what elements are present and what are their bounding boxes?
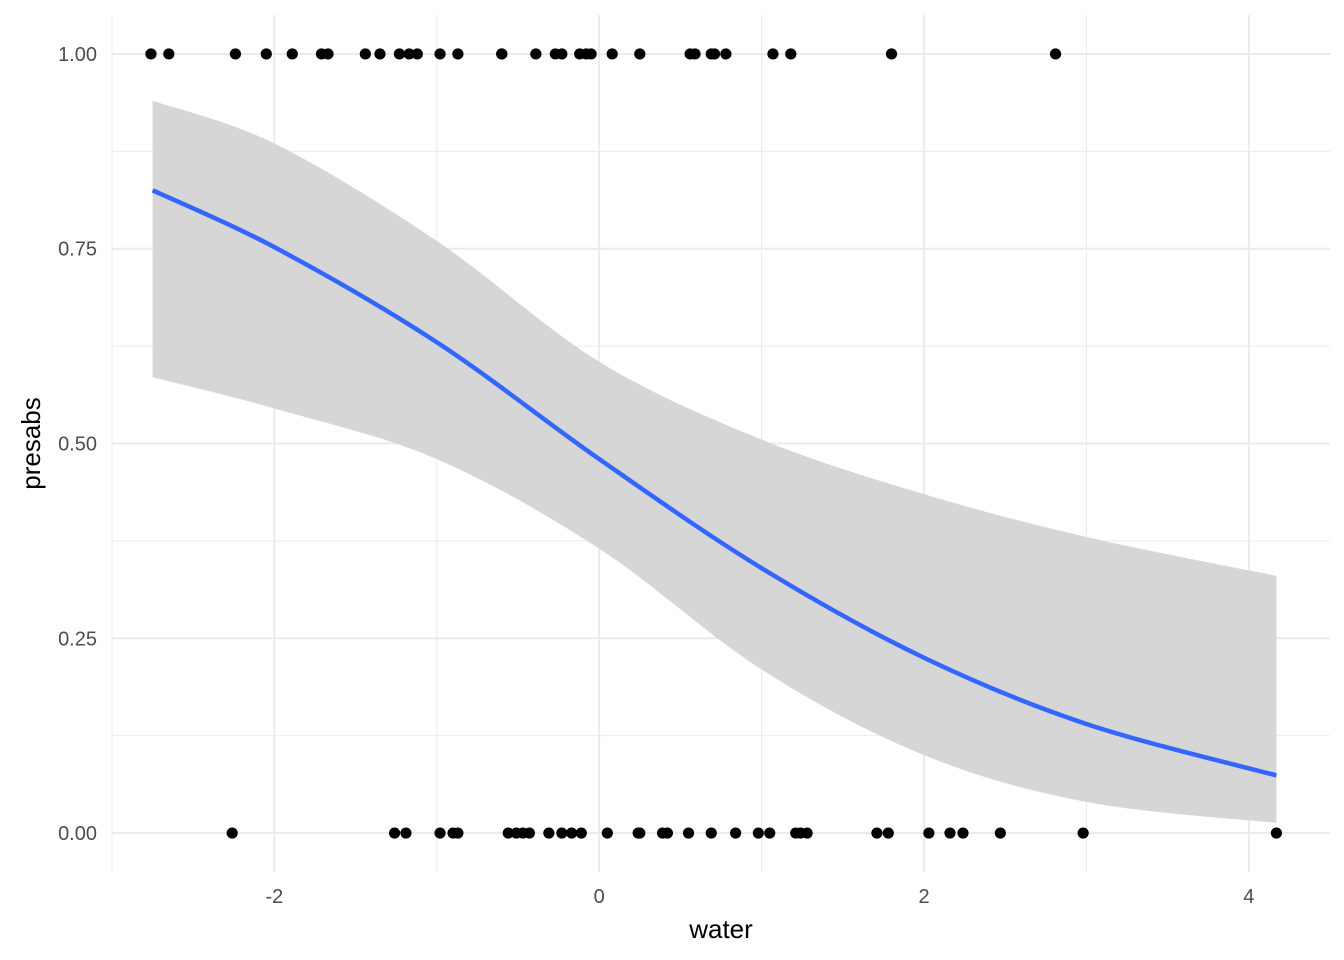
confidence-band	[152, 100, 1277, 823]
data-point-absent	[575, 827, 587, 839]
fit-curve-layer	[151, 188, 1277, 778]
data-point-present	[606, 48, 618, 60]
data-point-present	[496, 48, 508, 60]
data-point-absent	[452, 827, 464, 839]
x-tick-label: 2	[918, 886, 929, 908]
data-point-absent	[705, 827, 717, 839]
data-point-present	[145, 48, 157, 60]
data-point-absent	[1077, 827, 1089, 839]
data-point-absent	[994, 827, 1006, 839]
y-axis-title: presabs	[16, 397, 46, 490]
y-tick-label: 1.00	[58, 44, 97, 66]
data-point-absent	[1270, 827, 1283, 839]
data-point-present	[393, 48, 406, 60]
data-points-layer	[145, 48, 1283, 839]
data-point-present	[585, 48, 597, 60]
data-point-present	[885, 48, 898, 60]
data-point-absent	[752, 827, 764, 839]
data-point-absent	[882, 827, 894, 839]
data-point-present	[374, 48, 386, 60]
y-tick-label: 0.25	[58, 628, 97, 650]
data-point-present	[530, 48, 542, 60]
data-point-absent	[434, 827, 446, 839]
data-point-present	[767, 48, 779, 60]
data-point-present	[229, 48, 242, 60]
data-point-present	[689, 48, 701, 60]
data-point-present	[411, 48, 423, 60]
data-point-absent	[730, 827, 742, 839]
data-point-absent	[661, 827, 674, 839]
data-point-absent	[944, 827, 956, 839]
data-point-present	[785, 48, 797, 60]
data-point-absent	[565, 827, 578, 839]
data-point-present	[286, 48, 298, 60]
data-point-absent	[634, 827, 646, 839]
data-point-absent	[601, 827, 613, 839]
data-point-absent	[388, 827, 401, 839]
data-point-present	[322, 48, 334, 60]
y-tick-label: 0.00	[58, 823, 97, 845]
data-point-absent	[226, 827, 238, 839]
x-axis-title: water	[688, 914, 753, 944]
data-point-absent	[400, 827, 412, 839]
y-tick-labels: 0.00 0.25 0.50 0.75 1.00	[58, 44, 97, 845]
data-point-absent	[523, 827, 535, 839]
confidence-band-layer	[152, 100, 1277, 823]
data-point-present	[359, 48, 371, 60]
data-point-present	[1049, 48, 1062, 60]
data-point-absent	[502, 827, 514, 839]
data-point-present	[163, 48, 175, 60]
data-point-present	[452, 48, 464, 60]
x-tick-label: 4	[1243, 886, 1254, 908]
data-point-present	[556, 48, 568, 60]
fit-curve	[151, 188, 1277, 778]
x-tick-labels: -2 0 2 4	[266, 886, 1255, 908]
data-point-absent	[957, 827, 969, 839]
x-tick-label: -2	[266, 886, 284, 908]
x-tick-label: 0	[594, 886, 605, 908]
data-point-absent	[682, 827, 695, 839]
data-point-present	[403, 48, 415, 60]
data-point-absent	[923, 827, 935, 839]
data-point-present	[720, 48, 732, 60]
data-point-present	[260, 48, 272, 60]
data-point-absent	[871, 827, 883, 839]
data-point-present	[708, 48, 721, 60]
y-tick-label: 0.50	[58, 434, 97, 456]
data-point-present	[434, 48, 446, 60]
data-point-absent	[556, 827, 568, 839]
y-tick-label: 0.75	[58, 239, 97, 261]
data-point-absent	[543, 827, 555, 839]
data-point-absent	[801, 827, 813, 839]
data-point-absent	[764, 827, 776, 839]
data-point-present	[634, 48, 646, 60]
